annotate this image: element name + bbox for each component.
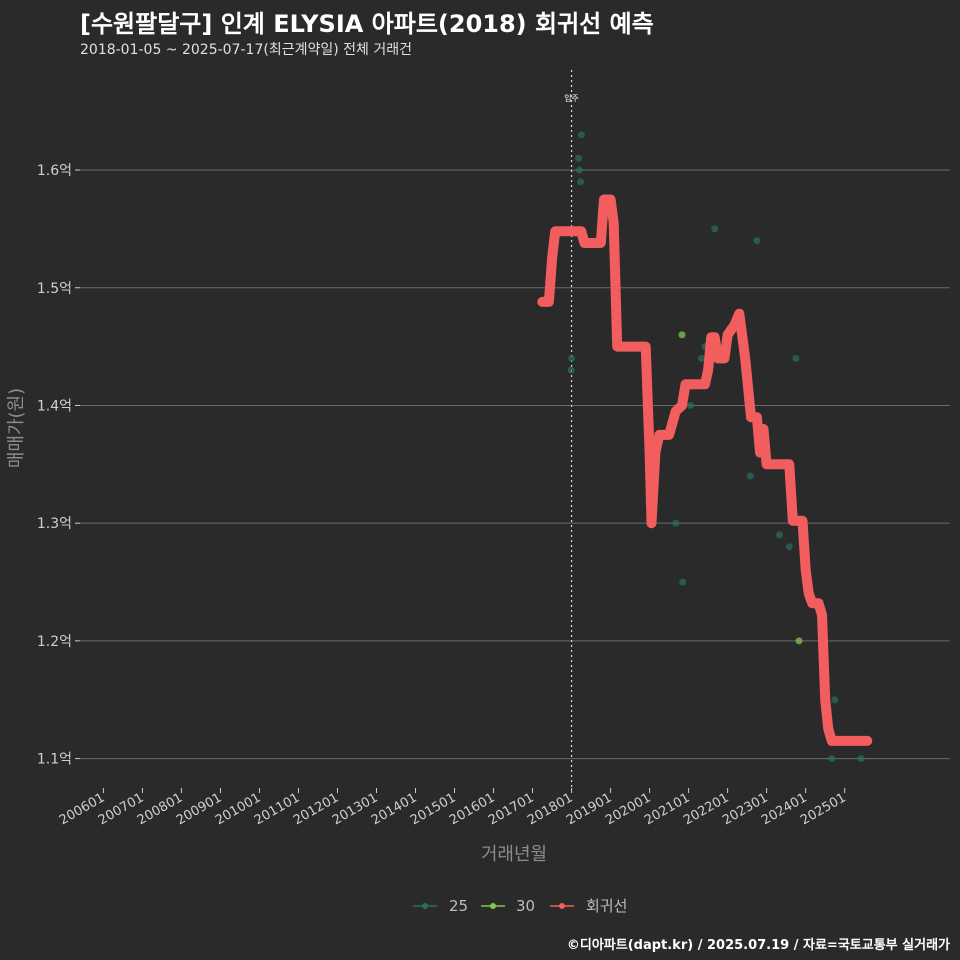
legend-label-regression: 회귀선 bbox=[586, 897, 627, 915]
point-25 bbox=[687, 401, 695, 409]
point-25 bbox=[568, 354, 576, 362]
points-layer bbox=[567, 131, 865, 763]
chart-title: [수원팔달구] 인계 ELYSIA 아파트(2018) 회귀선 예측 bbox=[80, 10, 654, 38]
point-30 bbox=[795, 637, 803, 645]
line-layer bbox=[537, 194, 873, 746]
point-25 bbox=[577, 131, 585, 139]
point-25 bbox=[831, 696, 839, 704]
axis-layer: 1.1억1.2억1.3억1.4억1.5억1.6억2006012007012008… bbox=[37, 163, 849, 828]
legend-swatch-regression-dot bbox=[559, 903, 565, 909]
legend-swatch-25-dot bbox=[422, 903, 428, 909]
point-30 bbox=[678, 331, 686, 339]
legend-label-25: 25 bbox=[449, 897, 468, 915]
legend-label-30: 30 bbox=[516, 897, 535, 915]
regression-line bbox=[537, 194, 873, 746]
y-axis-title: 매매가(원) bbox=[6, 388, 27, 468]
point-25 bbox=[679, 578, 687, 586]
grid-layer bbox=[80, 169, 950, 760]
point-25 bbox=[577, 178, 585, 186]
legend-swatch-30-dot bbox=[490, 903, 496, 909]
point-25 bbox=[672, 519, 680, 527]
point-25 bbox=[828, 755, 836, 763]
point-25 bbox=[776, 531, 784, 539]
x-axis-title: 거래년월 bbox=[481, 844, 547, 865]
point-25 bbox=[697, 354, 705, 362]
y-tick-label: 1.5억 bbox=[37, 281, 72, 297]
y-tick-label: 1.1억 bbox=[37, 752, 72, 768]
point-25 bbox=[711, 225, 719, 233]
point-25 bbox=[785, 543, 793, 551]
point-25 bbox=[575, 166, 583, 174]
y-tick-label: 1.4억 bbox=[37, 398, 72, 414]
point-25 bbox=[746, 472, 754, 480]
source-credit: ©디아파트(dapt.kr) / 2025.07.19 / 자료=국토교통부 실… bbox=[566, 938, 950, 953]
y-tick-label: 1.2억 bbox=[37, 634, 72, 650]
y-tick-label: 1.6억 bbox=[37, 163, 72, 179]
point-25 bbox=[753, 237, 761, 245]
legend: 25 30 회귀선 bbox=[413, 897, 627, 915]
point-25 bbox=[575, 154, 583, 162]
x-tick-label: 202501 bbox=[798, 790, 848, 828]
chart-subtitle: 2018-01-05 ~ 2025-07-17(최근계약일) 전체 거래건 bbox=[80, 42, 412, 58]
move-in-marker-label: 입주 bbox=[564, 94, 579, 103]
annotation-layer: 입주 bbox=[564, 70, 579, 788]
point-25 bbox=[857, 755, 865, 763]
point-25 bbox=[792, 354, 800, 362]
y-tick-label: 1.3억 bbox=[37, 516, 72, 532]
point-25 bbox=[567, 366, 575, 374]
